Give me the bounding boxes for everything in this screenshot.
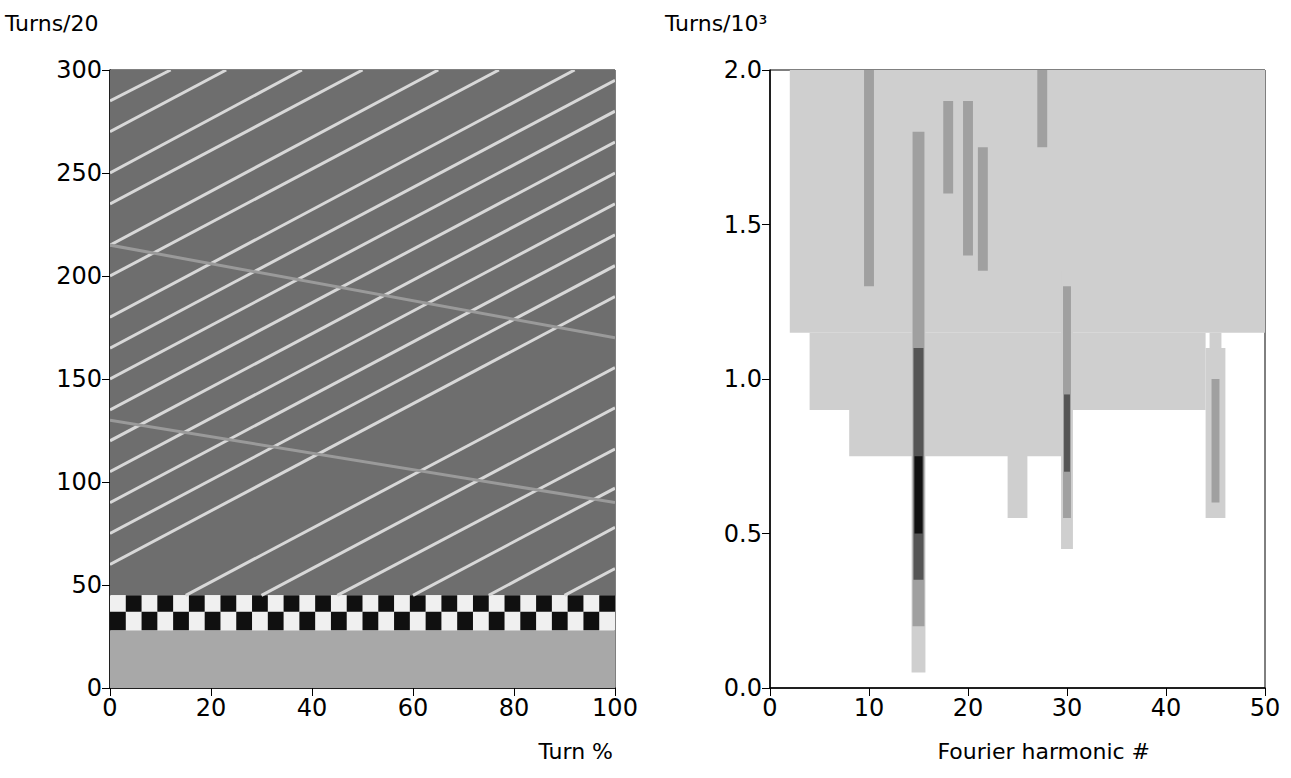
svg-text:0: 0: [102, 694, 117, 722]
svg-text:Turn %: Turn %: [537, 739, 613, 764]
svg-text:1.0: 1.0: [724, 365, 762, 393]
svg-text:40: 40: [297, 694, 328, 722]
svg-text:20: 20: [196, 694, 227, 722]
svg-text:30: 30: [1052, 694, 1083, 722]
svg-text:1.5: 1.5: [724, 211, 762, 239]
svg-text:0: 0: [762, 694, 777, 722]
svg-text:250: 250: [56, 159, 102, 187]
svg-text:50: 50: [1250, 694, 1281, 722]
svg-text:10: 10: [854, 694, 885, 722]
svg-text:0.0: 0.0: [724, 674, 762, 702]
svg-text:Fourier harmonic #: Fourier harmonic #: [938, 739, 1151, 764]
svg-text:60: 60: [398, 694, 429, 722]
svg-text:Turns/10³: Turns/10³: [664, 11, 767, 36]
svg-text:2.0: 2.0: [724, 56, 762, 84]
svg-text:Turns/20: Turns/20: [4, 11, 99, 36]
svg-text:100: 100: [56, 468, 102, 496]
svg-text:20: 20: [953, 694, 984, 722]
svg-text:0.5: 0.5: [724, 520, 762, 548]
svg-text:300: 300: [56, 56, 102, 84]
svg-text:150: 150: [56, 365, 102, 393]
svg-text:40: 40: [1151, 694, 1182, 722]
svg-text:200: 200: [56, 262, 102, 290]
svg-text:50: 50: [71, 571, 102, 599]
svg-text:0: 0: [87, 674, 102, 702]
svg-text:100: 100: [592, 694, 638, 722]
svg-text:80: 80: [499, 694, 530, 722]
